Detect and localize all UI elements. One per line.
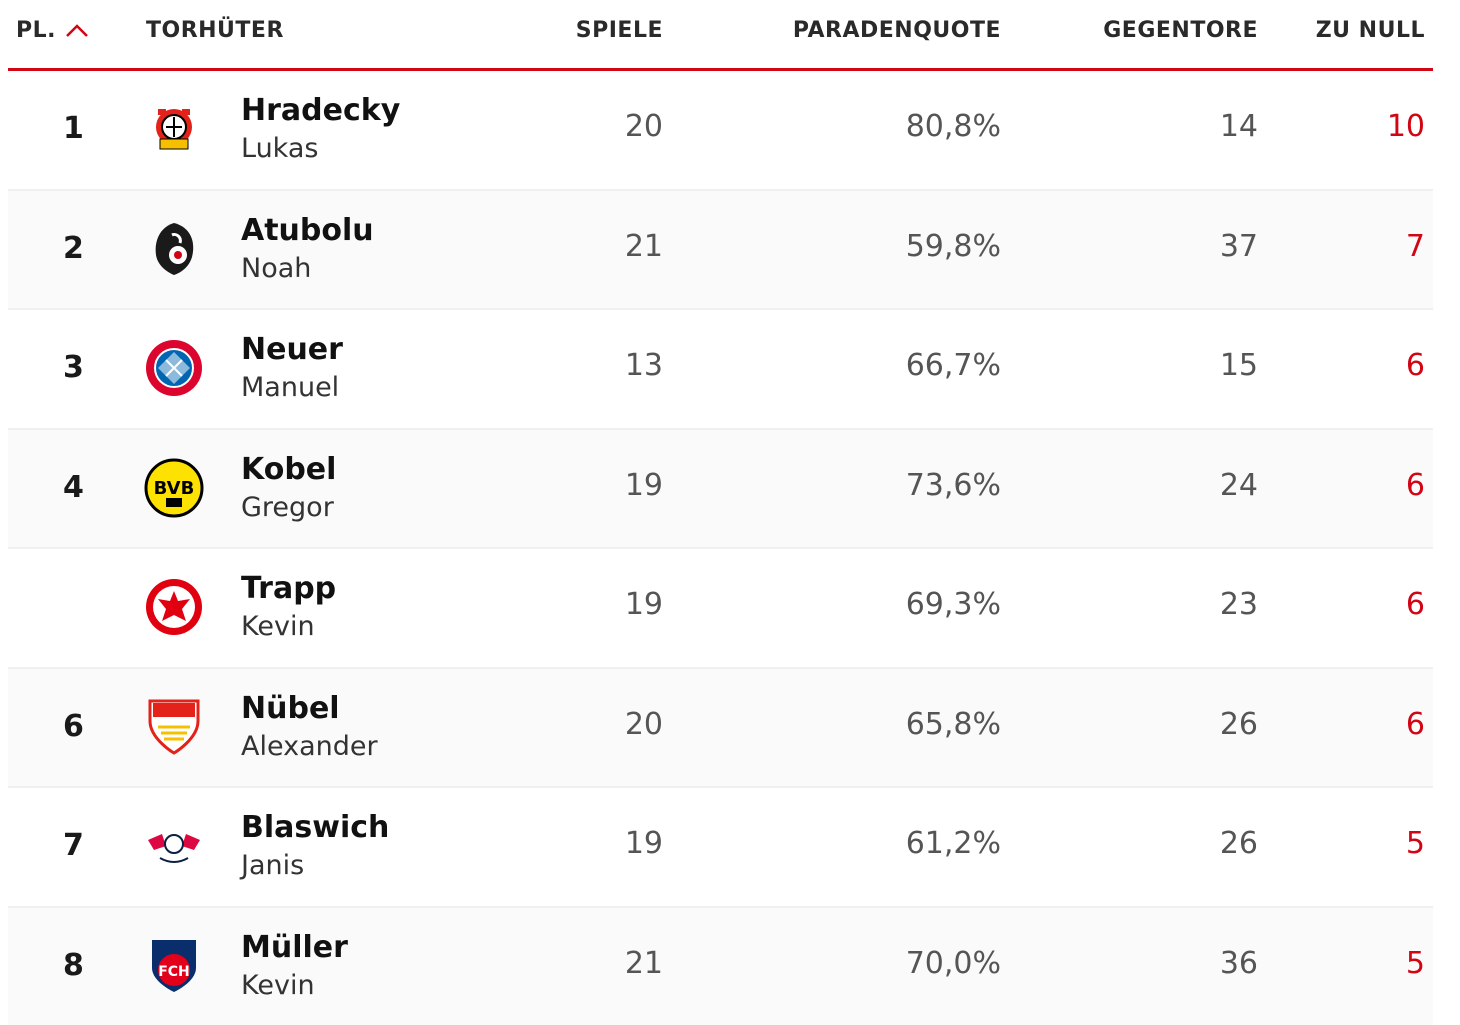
rank-cell: 7: [63, 828, 84, 863]
goalkeeper-first-name: Janis: [241, 850, 304, 881]
rank-cell: 6: [63, 709, 84, 744]
goalkeeper-first-name: Manuel: [241, 372, 339, 403]
games-column-header[interactable]: SPIELE: [576, 18, 663, 43]
goalkeeper-table: PL. TORHÜTER SPIELE PARADENQUOTE GEGENTO…: [8, 0, 1433, 1025]
dortmund-logo: BVB: [144, 458, 204, 518]
table-body: 1 Hradecky Lukas 20 80,8% 14 10 2 Atubol…: [8, 71, 1433, 1025]
goalkeeper-column-header[interactable]: TORHÜTER: [146, 18, 284, 43]
clean-sheets-cell: 5: [1406, 826, 1425, 861]
goals-against-cell: 24: [1220, 468, 1258, 503]
save-pct-cell: 59,8%: [906, 229, 1001, 264]
save-pct-column-header[interactable]: PARADENQUOTE: [793, 18, 1001, 43]
clean-sheets-cell: 6: [1406, 468, 1425, 503]
goalkeeper-last-name: Neuer: [241, 332, 343, 367]
goals-against-cell: 26: [1220, 826, 1258, 861]
goals-against-cell: 37: [1220, 229, 1258, 264]
heidenheim-logo: FCH: [144, 936, 204, 996]
rank-cell: 4: [63, 470, 84, 505]
goalkeeper-first-name: Kevin: [241, 611, 315, 642]
games-cell: 19: [625, 826, 663, 861]
save-pct-cell: 70,0%: [906, 946, 1001, 981]
goalkeeper-last-name: Nübel: [241, 691, 340, 726]
rank-cell: 3: [63, 350, 84, 385]
goalkeeper-last-name: Hradecky: [241, 93, 400, 128]
clean-sheets-cell: 5: [1406, 946, 1425, 981]
rank-cell: 8: [63, 948, 84, 983]
goalkeeper-first-name: Gregor: [241, 492, 334, 523]
save-pct-cell: 66,7%: [906, 348, 1001, 383]
goalkeeper-first-name: Alexander: [241, 731, 378, 762]
save-pct-cell: 69,3%: [906, 587, 1001, 622]
goals-against-cell: 26: [1220, 707, 1258, 742]
table-row[interactable]: 6 Nübel Alexander 20 65,8% 26 6: [8, 669, 1433, 789]
goalkeeper-last-name: Kobel: [241, 452, 336, 487]
chevron-up-icon: [64, 22, 90, 40]
table-row[interactable]: 2 Atubolu Noah 21 59,8% 37 7: [8, 191, 1433, 311]
clean-sheets-column-header[interactable]: ZU NULL: [1316, 18, 1425, 43]
goalkeeper-last-name: Atubolu: [241, 213, 374, 248]
rank-cell: 1: [63, 111, 84, 146]
clean-sheets-cell: 7: [1406, 229, 1425, 264]
games-cell: 19: [625, 468, 663, 503]
rank-header-label: PL.: [16, 18, 56, 43]
leverkusen-logo: [144, 99, 204, 159]
table-row[interactable]: 8 FCH Müller Kevin 21 70,0% 36 5: [8, 908, 1433, 1025]
clean-sheets-cell: 6: [1406, 348, 1425, 383]
svg-text:BVB: BVB: [154, 478, 195, 499]
rank-cell: 2: [63, 231, 84, 266]
goals-against-cell: 23: [1220, 587, 1258, 622]
games-cell: 20: [625, 109, 663, 144]
bayern-logo: [144, 338, 204, 398]
clean-sheets-cell: 6: [1406, 587, 1425, 622]
save-pct-cell: 65,8%: [906, 707, 1001, 742]
save-pct-cell: 80,8%: [906, 109, 1001, 144]
save-pct-cell: 73,6%: [906, 468, 1001, 503]
table-row[interactable]: 3 Neuer Manuel 13 66,7% 15 6: [8, 310, 1433, 430]
table-row[interactable]: 7 Blaswich Janis 19 61,2% 26 5: [8, 788, 1433, 908]
rank-column-header[interactable]: PL.: [16, 18, 90, 43]
table-header: PL. TORHÜTER SPIELE PARADENQUOTE GEGENTO…: [8, 0, 1433, 71]
goalkeeper-first-name: Noah: [241, 253, 311, 284]
stuttgart-logo: [144, 697, 204, 757]
table-row[interactable]: 1 Hradecky Lukas 20 80,8% 14 10: [8, 71, 1433, 191]
goalkeeper-last-name: Müller: [241, 930, 348, 965]
goalkeeper-last-name: Blaswich: [241, 810, 389, 845]
svg-text:FCH: FCH: [158, 964, 190, 980]
games-cell: 20: [625, 707, 663, 742]
games-cell: 19: [625, 587, 663, 622]
games-cell: 21: [625, 229, 663, 264]
goals-against-cell: 14: [1220, 109, 1258, 144]
goals-against-cell: 15: [1220, 348, 1258, 383]
goals-against-column-header[interactable]: GEGENTORE: [1103, 18, 1258, 43]
table-row[interactable]: 4 BVB Kobel Gregor 19 73,6% 24 6: [8, 430, 1433, 550]
save-pct-cell: 61,2%: [906, 826, 1001, 861]
table-row[interactable]: Trapp Kevin 19 69,3% 23 6: [8, 549, 1433, 669]
leipzig-logo: [144, 816, 204, 876]
goals-against-cell: 36: [1220, 946, 1258, 981]
clean-sheets-cell: 10: [1387, 109, 1425, 144]
freiburg-logo: [144, 219, 204, 279]
goalkeeper-first-name: Kevin: [241, 970, 315, 1001]
goalkeeper-last-name: Trapp: [241, 571, 336, 606]
goalkeeper-first-name: Lukas: [241, 133, 318, 164]
games-cell: 13: [625, 348, 663, 383]
clean-sheets-cell: 6: [1406, 707, 1425, 742]
games-cell: 21: [625, 946, 663, 981]
frankfurt-logo: [144, 577, 204, 637]
